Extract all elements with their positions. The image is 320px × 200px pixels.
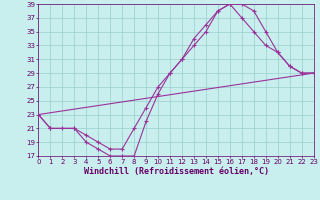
X-axis label: Windchill (Refroidissement éolien,°C): Windchill (Refroidissement éolien,°C) xyxy=(84,167,268,176)
